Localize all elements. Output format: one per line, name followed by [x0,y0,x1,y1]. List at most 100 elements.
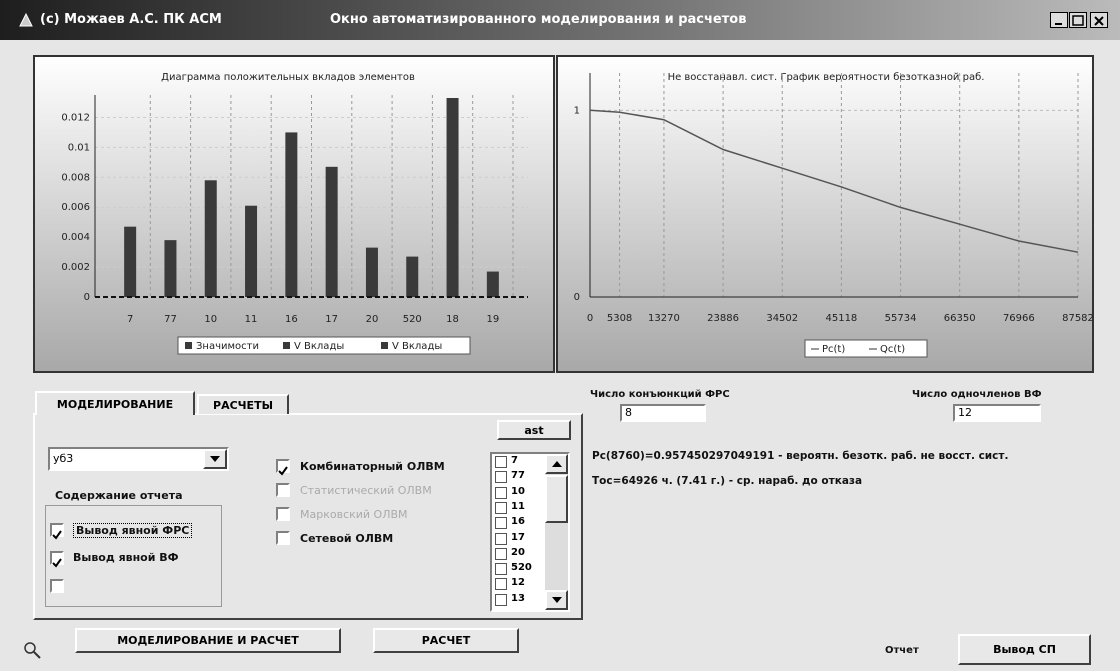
legend-label: Значимости [196,341,259,352]
y-tick-label: 0.002 [61,262,90,273]
group-label: Содержание отчета [55,489,183,502]
y-tick-label: 0.006 [61,202,90,213]
chart-title: Не восстанавл. сист. График вероятности … [668,72,985,83]
zoom-icon[interactable] [22,640,44,662]
x-tick-label: 7 [127,314,133,325]
x-tick-label: 10 [204,314,217,325]
x-tick-label: 11 [245,314,258,325]
result-text: Тос=64926 ч. (7.41 г.) - ср. нараб. до о… [592,475,862,487]
list-item[interactable]: 7 [511,455,518,466]
legend-swatch [185,342,192,349]
legend-swatch [283,342,290,349]
minimize-button[interactable] [1050,12,1068,28]
number-field: 12 [953,404,1041,422]
legend-label: V Вклады [392,341,442,352]
checkbox[interactable] [276,531,290,545]
x-tick-label: 5308 [607,313,632,324]
checkbox[interactable] [50,551,64,565]
label: Отчет [885,645,919,656]
checkbox[interactable] [276,459,290,473]
list-checkbox[interactable] [495,487,507,499]
button[interactable]: Вывод СП [958,634,1091,665]
legend-label: Pc(t) [822,344,845,355]
button[interactable]: РАСЧЕТ [373,628,519,653]
y-tick-label: 0.008 [61,172,90,183]
x-tick-label: 87582 [1062,313,1094,324]
list-checkbox[interactable] [495,533,507,545]
x-tick-label: 18 [446,314,459,325]
y-tick-label: 1 [574,105,580,116]
title-bar: (c) Можаев А.С. ПК АСМ Окно автоматизиро… [0,0,1120,40]
bar [326,167,338,297]
bar [164,240,176,297]
checkbox-label[interactable]: Комбинаторный ОЛВМ [300,460,445,473]
arrow [210,456,220,462]
scroll-thumb[interactable] [545,475,568,523]
bar [406,257,418,297]
list-item[interactable]: 77 [511,470,525,481]
x-tick-label: 34502 [766,313,798,324]
window: (c) Можаев А.С. ПК АСМ Окно автоматизиро… [0,0,1120,671]
y-tick-label: 0 [574,292,580,303]
list-checkbox[interactable] [495,456,507,468]
list-item[interactable]: 10 [511,486,525,497]
checkbox-label[interactable]: Вывод явной ВФ [73,551,179,564]
arrow [552,597,562,603]
x-tick-label: 45118 [825,313,857,324]
line-chart: Не восстанавл. сист. График вероятности … [556,55,1096,373]
checkbox[interactable] [50,579,64,593]
y-tick-label: 0.012 [61,112,90,123]
ast-button[interactable]: ast [497,420,571,440]
x-tick-label: 23886 [707,313,739,324]
legend-label: Qc(t) [880,344,905,355]
chart-title: Диаграмма положительных вкладов элементо… [161,72,415,83]
check-mark [52,530,62,540]
field-label: Число конъюнкций ФРС [590,389,730,400]
list-item[interactable]: 12 [511,577,525,588]
list-item[interactable]: 17 [511,532,525,543]
x-tick-label: 20 [366,314,379,325]
list-item[interactable]: 520 [511,562,532,573]
checkbox-label[interactable]: Сетевой ОЛВМ [300,532,393,545]
combo-box[interactable]: уб3 [48,447,229,471]
checkbox[interactable] [50,523,64,537]
list-checkbox[interactable] [495,578,507,590]
list-checkbox[interactable] [495,563,507,575]
x-tick-label: 76966 [1003,313,1035,324]
field-label: Число одночленов ВФ [912,389,1042,400]
list-checkbox[interactable] [495,517,507,529]
list-checkbox[interactable] [495,502,507,514]
x-tick-label: 520 [403,314,422,325]
bar-chart: Диаграмма положительных вкладов элементо… [33,55,555,373]
list-checkbox[interactable] [495,471,507,483]
checkbox [276,507,290,521]
list-checkbox[interactable] [495,548,507,560]
bar [245,206,257,297]
window-title: (c) Можаев А.С. ПК АСМ [40,12,222,27]
list-item[interactable]: 11 [511,501,525,512]
window-caption: Окно автоматизированного моделирования и… [330,12,746,27]
x-tick-label: 17 [325,314,338,325]
list-item[interactable]: 13 [511,593,525,604]
checkbox-label[interactable]: Вывод явной ФРС [73,523,192,538]
y-tick-label: 0.004 [61,232,90,243]
x-tick-label: 77 [164,314,177,325]
list-item[interactable]: 20 [511,547,525,558]
result-text: Pc(8760)=0.957450297049191 - вероятн. бе… [592,450,1008,462]
x-tick-label: 13270 [648,313,680,324]
tab[interactable]: РАСЧЕТЫ [197,394,289,414]
list-checkbox[interactable] [495,594,507,606]
tab[interactable]: МОДЕЛИРОВАНИЕ [35,391,195,415]
dropdown-button[interactable] [203,449,227,469]
check-mark [52,558,62,568]
y-tick-label: 0 [84,292,90,303]
maximize-button[interactable] [1069,12,1087,28]
list-item[interactable]: 16 [511,516,525,527]
scroll-up[interactable] [545,454,568,474]
close-button[interactable] [1090,12,1108,28]
scroll-down[interactable] [545,590,568,610]
button[interactable]: МОДЕЛИРОВАНИЕ И РАСЧЕТ [75,628,341,653]
bar [487,272,499,297]
arrow [552,461,562,467]
bar [447,98,459,297]
